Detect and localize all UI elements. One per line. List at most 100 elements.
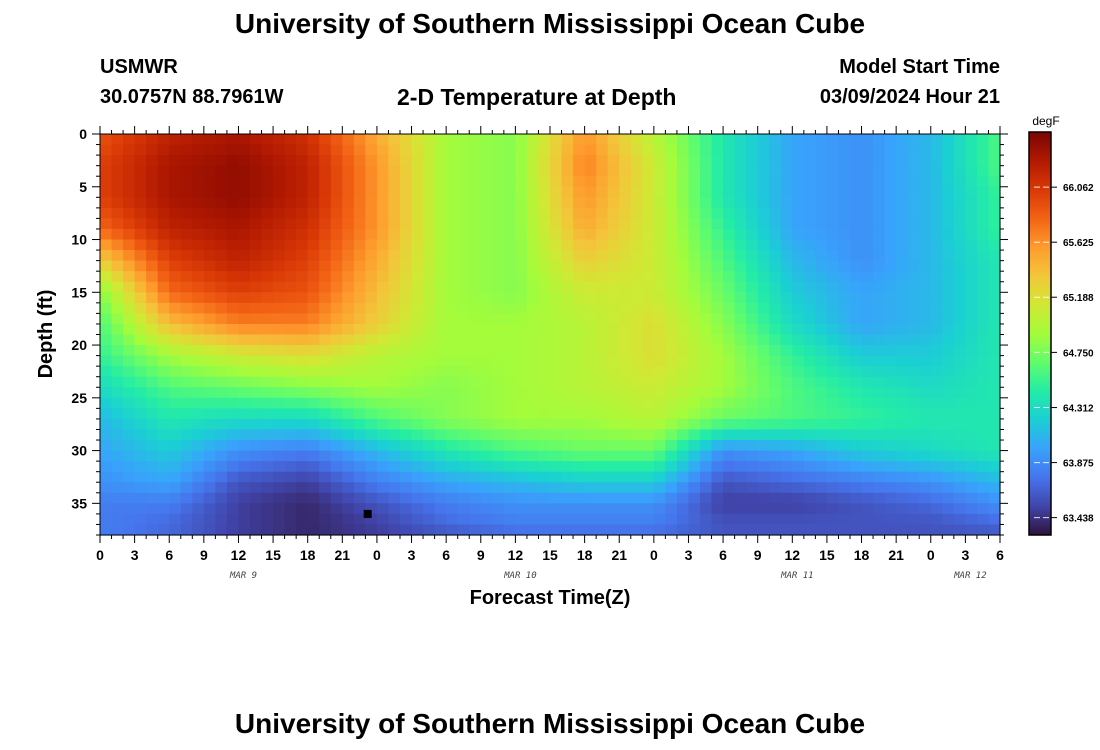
heatmap-cell [953,281,966,293]
heatmap-cell [884,366,897,378]
heatmap-cell [596,366,609,378]
heatmap-cell [169,482,182,494]
heatmap-cell [561,239,574,251]
heatmap-cell [561,387,574,399]
heatmap-cell [330,155,343,167]
heatmap-cell [723,218,736,230]
heatmap-cell [930,345,943,357]
heatmap-cell [203,197,216,209]
heatmap-cell [273,461,286,473]
heatmap-cell [792,144,805,156]
heatmap-cell [526,524,540,536]
heatmap-cell [619,482,632,494]
heatmap-cell [596,461,609,473]
heatmap-cell [123,281,136,293]
heatmap-cell [976,450,990,462]
heatmap-cell [400,218,413,230]
heatmap-cell [607,408,620,420]
heatmap-cell [330,408,343,420]
heatmap-cell [273,355,286,367]
heatmap-cell [584,228,597,241]
heatmap-cell [688,503,701,515]
heatmap-cell [111,323,124,336]
heatmap-cell [526,197,540,209]
heatmap-cell [250,524,263,536]
heatmap-cell [861,165,874,177]
heatmap-cell [226,186,240,198]
heatmap-cell [757,302,770,314]
heatmap-cell [584,250,597,262]
heatmap-cell [884,260,897,272]
heatmap-cell [469,250,482,262]
heatmap-cell [492,524,505,536]
heatmap-cell [942,228,955,241]
heatmap-cell [803,492,816,504]
heatmap-cell [700,376,713,388]
heatmap-cell [296,334,309,346]
heatmap-cell [457,176,470,188]
heatmap-cell [953,376,966,388]
heatmap-cell [550,228,563,241]
heatmap-cell [296,250,309,262]
heatmap-cell [850,207,863,220]
heatmap-cell [192,197,205,209]
heatmap-cell [330,482,343,494]
heatmap-cell [261,397,274,409]
heatmap-cell [769,228,782,241]
heatmap-cell [734,323,747,336]
heatmap-cell [896,397,909,409]
heatmap-cell [930,408,943,420]
heatmap-cell [411,440,424,452]
heatmap-cell [157,176,170,188]
model-start-time: 03/09/2024 Hour 21 [819,86,1000,108]
heatmap-cell [307,302,320,314]
heatmap-cell [688,366,701,378]
heatmap-cell [215,471,228,483]
heatmap-cell [838,355,851,367]
heatmap-cell [480,345,493,357]
heatmap-cell [792,513,805,526]
heatmap-cell [573,323,586,336]
heatmap-cell [411,355,424,367]
heatmap-cell [792,334,805,346]
heatmap-cell [746,197,759,209]
heatmap-cell [423,408,436,420]
heatmap-cell [284,471,297,483]
heatmap-cell [919,165,932,177]
heatmap-cell [873,524,886,536]
heatmap-cell [688,207,701,220]
heatmap-cell [734,492,747,504]
colorbar-tick-label: 64.312 [1063,404,1094,415]
heatmap-cell [953,292,966,304]
heatmap-cell [930,323,943,336]
heatmap-cell [803,323,816,336]
heatmap-cell [538,281,551,293]
heatmap-cell [503,366,516,378]
heatmap-cell [780,408,793,420]
heatmap-cell [596,165,609,177]
heatmap-cell [134,482,147,494]
heatmap-cell [353,503,366,515]
heatmap-cell [457,250,470,262]
heatmap-cell [365,513,378,526]
heatmap-cell [953,408,966,420]
heatmap-cell [573,271,586,283]
heatmap-cell [815,429,828,441]
heatmap-cell [492,176,505,188]
heatmap-cell [146,334,159,346]
heatmap-cell [792,218,805,230]
heatmap-cell [400,397,413,409]
heatmap-cell [238,355,251,367]
heatmap-cell [123,482,136,494]
heatmap-cell [653,482,666,494]
heatmap-cell [607,228,620,241]
heatmap-cell [284,176,297,188]
heatmap-cell [319,387,332,399]
heatmap-cell [723,345,736,357]
heatmap-cell [826,408,840,420]
heatmap-cell [630,281,643,293]
heatmap-cell [157,492,170,504]
heatmap-cell [134,366,147,378]
heatmap-cell [746,186,759,198]
heatmap-cell [342,482,355,494]
